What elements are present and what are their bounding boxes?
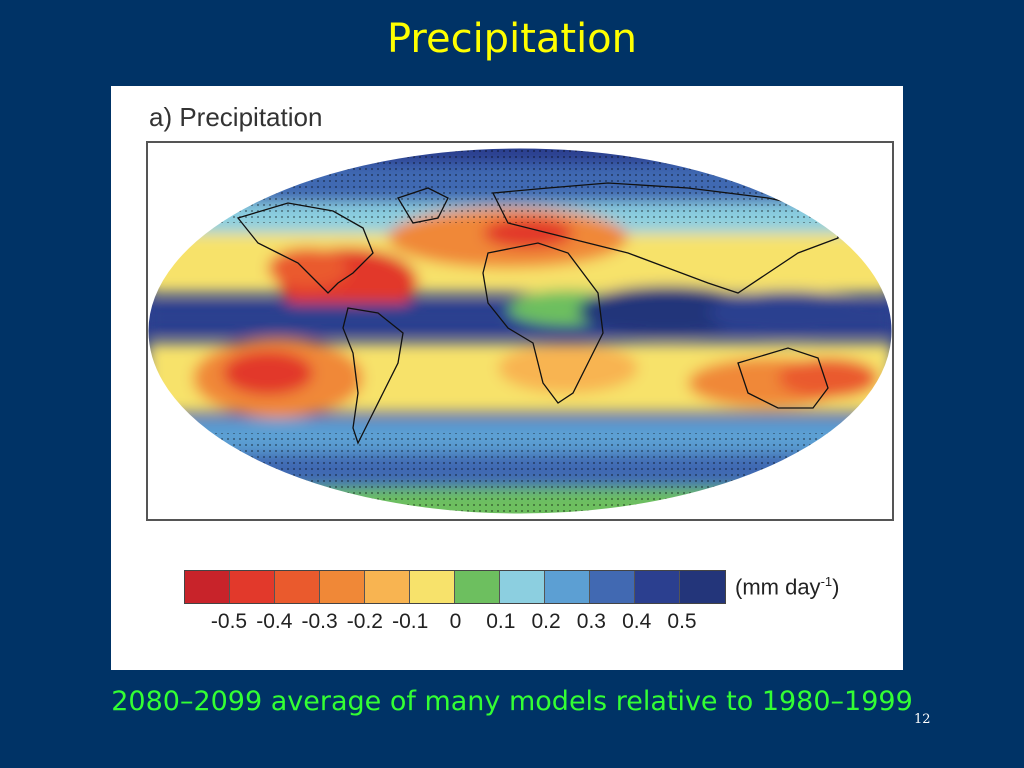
colorbar-tick-label: 0.1 [486,610,516,633]
page-number: 12 [914,712,931,727]
colorbar-tick-label: -0.3 [301,610,338,633]
colorbar-tick-label: 0.4 [622,610,652,633]
colorbar-unit: (mm day-1) [735,574,839,600]
colorbar-tick-label: 0 [449,610,462,633]
colorbar-ticks: -0.5 -0.4 -0.3 -0.2 -0.1 0 0.1 0.2 0.3 0.4 0.5 [204,610,724,636]
map-frame [146,141,894,521]
colorbar-swatch [320,571,365,603]
unit-close: ) [832,574,840,600]
colorbar-swatch [545,571,590,603]
panel-label: a) Precipitation [149,102,323,132]
colorbar-swatch [230,571,275,603]
colorbar-swatch [365,571,410,603]
unit-base: (mm day [735,574,821,600]
colorbar-swatch [185,571,230,603]
colorbar-tick-label: 0.3 [576,610,606,633]
colorbar-swatch [635,571,680,603]
colorbar-swatch [455,571,500,603]
colorbar-swatch [410,571,455,603]
colorbar-tick-label: -0.4 [256,610,293,633]
colorbar-tick-label: 0.2 [531,610,561,633]
unit-exponent: -1 [820,574,833,589]
figure-panel: a) Precipitation [111,86,903,670]
colorbar-tick-label: -0.2 [346,610,383,633]
colorbar-swatch [500,571,545,603]
colorbar-tick-label: -0.5 [210,610,248,633]
colorbar-tick-label: 0.5 [667,610,697,633]
colorbar [184,570,726,604]
colorbar-swatch [680,571,725,603]
slide-caption: 2080–2099 average of many models relativ… [111,686,913,717]
colorbar-swatch [275,571,320,603]
colorbar-tick-label: -0.1 [392,610,429,633]
slide-title: Precipitation [386,16,638,62]
colorbar-swatch [590,571,635,603]
precipitation-map [148,147,892,515]
